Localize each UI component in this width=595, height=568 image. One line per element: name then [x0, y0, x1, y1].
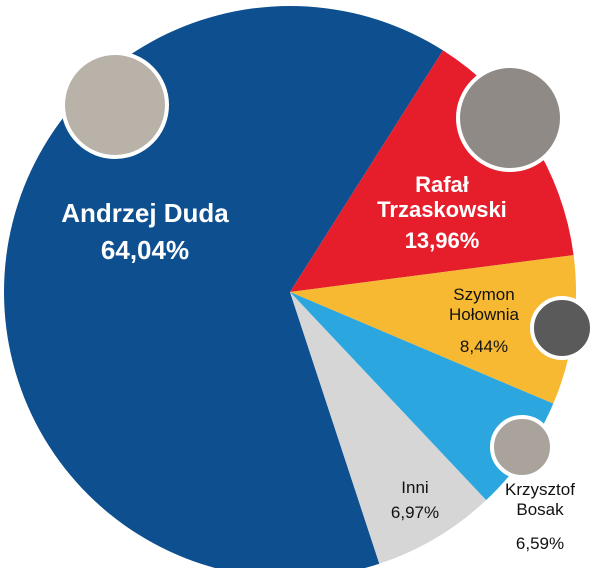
slice-value: 6,59%	[515, 534, 565, 553]
slice-value: 64,04%	[100, 235, 190, 265]
photo	[530, 296, 594, 360]
photo	[490, 415, 554, 479]
pie-slice	[290, 292, 487, 564]
slice-value: 13,96%	[404, 228, 480, 253]
slice-name: Szymon Hołownia	[449, 285, 519, 324]
slice-value: 6,97%	[390, 503, 440, 522]
slice-name: Rafał Trzaskowski	[377, 172, 507, 223]
pie-slice	[290, 292, 554, 501]
slice-name: Inni	[401, 478, 429, 497]
slice-name: Krzysztof Bosak	[505, 480, 575, 519]
slice-name: Andrzej Duda	[61, 198, 229, 228]
slice-value: 8,44%	[459, 337, 509, 356]
photo	[456, 64, 564, 172]
photos	[61, 51, 594, 479]
photo	[61, 51, 169, 159]
pie-slice	[290, 255, 576, 404]
